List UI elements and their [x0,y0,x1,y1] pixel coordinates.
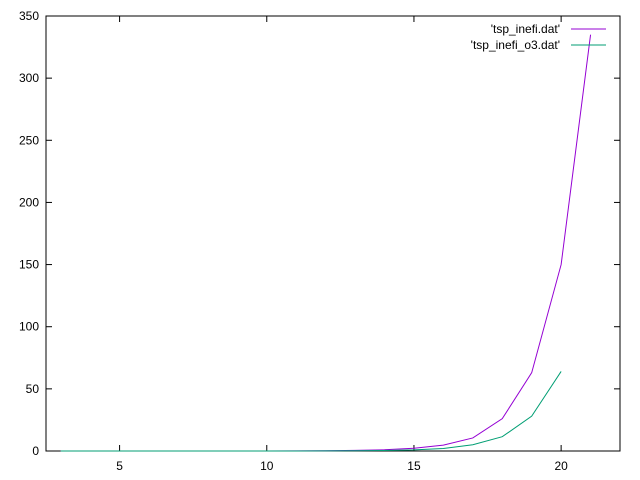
series-lines [60,34,592,452]
y-tick-label: 0 [32,444,39,458]
x-tick-label: 5 [116,459,123,473]
y-tick-label: 300 [19,71,39,85]
legend: 'tsp_inefi.dat' 'tsp_inefi_o3.dat' [471,22,606,52]
x-tick-label: 10 [260,459,274,473]
y-tick-label: 250 [19,133,39,147]
legend-label-2: 'tsp_inefi_o3.dat' [471,38,560,52]
series-line-2 [60,371,562,452]
y-tick-label: 200 [19,195,39,209]
legend-label-1: 'tsp_inefi.dat' [491,22,560,36]
y-tick-label: 150 [19,258,39,272]
x-tick-label: 20 [554,459,568,473]
y-tick-label: 350 [19,9,39,23]
x-tick-label: 15 [407,459,421,473]
y-tick-label: 100 [19,320,39,334]
ticks: 0 50 100 150 200 250 300 350 5 10 15 20 [19,9,620,473]
y-tick-label: 50 [26,382,40,396]
